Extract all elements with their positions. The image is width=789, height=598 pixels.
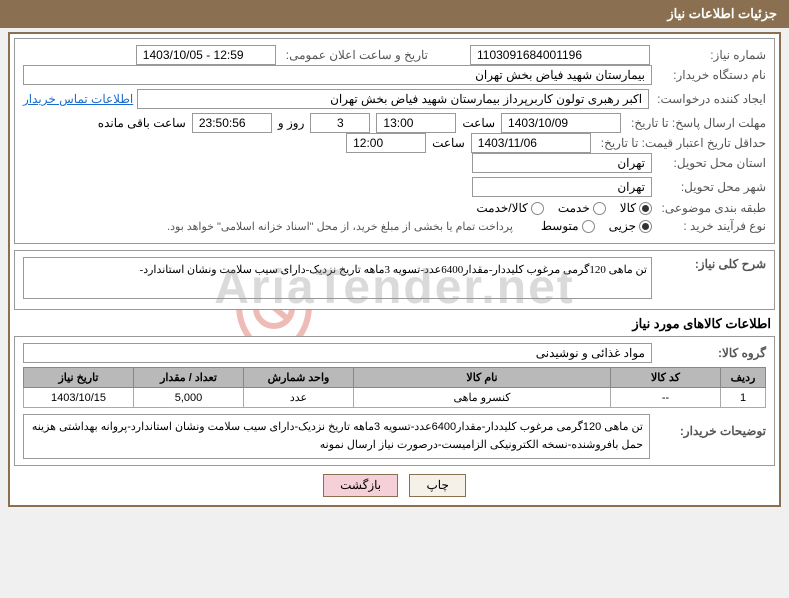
delivery-city-value: تهران <box>472 177 652 197</box>
row-need-number: شماره نیاز: 1103091684001196 تاریخ و ساع… <box>23 45 766 65</box>
items-box: گروه کالا: مواد غذائی و نوشیدنی ردیف کد … <box>14 336 775 466</box>
radio-icon <box>639 202 652 215</box>
items-section: اطلاعات کالاهای مورد نیاز گروه کالا: موا… <box>14 316 775 466</box>
response-time-value: 13:00 <box>376 113 456 133</box>
description-section: شرح کلی نیاز: <box>14 250 775 310</box>
response-date-value: 1403/10/09 <box>501 113 621 133</box>
row-buyer-note: توضیحات خریدار: تن ماهی 120گرمی مرغوب کل… <box>23 414 766 459</box>
category-label: طبقه بندی موضوعی: <box>656 201 766 215</box>
remaining-label: ساعت باقی مانده <box>98 116 186 130</box>
radio-partial-label: جزیی <box>609 219 636 233</box>
price-date-value: 1403/11/06 <box>471 133 591 153</box>
print-button[interactable]: چاپ <box>409 474 465 497</box>
announce-datetime-value: 1403/10/05 - 12:59 <box>136 45 276 65</box>
response-deadline-label: مهلت ارسال پاسخ: تا تاریخ: <box>627 116 766 130</box>
radio-goods-label: کالا <box>620 201 636 215</box>
col-code: کد کالا <box>611 368 721 388</box>
radio-goods-service-label: کالا/خدمت <box>476 201 527 215</box>
countdown-value: 23:50:56 <box>192 113 272 133</box>
need-number-value: 1103091684001196 <box>470 45 650 65</box>
radio-medium[interactable]: متوسط <box>541 219 595 233</box>
row-purchase-process: نوع فرآیند خرید : جزیی متوسط پرداخت تمام… <box>23 219 766 233</box>
delivery-province-value: تهران <box>472 153 652 173</box>
main-info-section: شماره نیاز: 1103091684001196 تاریخ و ساع… <box>14 38 775 244</box>
radio-icon <box>582 220 595 233</box>
cell-unit: عدد <box>244 388 354 408</box>
radio-icon <box>639 220 652 233</box>
table-row: 1 -- کنسرو ماهی عدد 5,000 1403/10/15 <box>24 388 766 408</box>
requester-label: ایجاد کننده درخواست: <box>653 92 766 106</box>
radio-service[interactable]: خدمت <box>558 201 606 215</box>
row-group: گروه کالا: مواد غذائی و نوشیدنی <box>23 343 766 363</box>
delivery-city-label: شهر محل تحویل: <box>656 180 766 194</box>
delivery-province-label: استان محل تحویل: <box>656 156 766 170</box>
radio-partial[interactable]: جزیی <box>609 219 652 233</box>
col-unit: واحد شمارش <box>244 368 354 388</box>
announce-datetime-label: تاریخ و ساعت اعلان عمومی: <box>282 48 428 62</box>
buyer-note-label: توضیحات خریدار: <box>656 414 766 438</box>
radio-goods-service[interactable]: کالا/خدمت <box>476 201 543 215</box>
radio-service-label: خدمت <box>558 201 590 215</box>
group-label: گروه کالا: <box>656 346 766 360</box>
cell-qty: 5,000 <box>134 388 244 408</box>
buyer-org-value: بیمارستان شهید فیاض بخش تهران <box>23 65 652 85</box>
price-time-value: 12:00 <box>346 133 426 153</box>
time-label-1: ساعت <box>462 116 495 130</box>
items-table: ردیف کد کالا نام کالا واحد شمارش تعداد /… <box>23 367 766 408</box>
description-title-label: شرح کلی نیاز: <box>656 257 766 271</box>
description-text <box>23 257 652 299</box>
group-value: مواد غذائی و نوشیدنی <box>23 343 652 363</box>
col-row: ردیف <box>721 368 766 388</box>
col-name: نام کالا <box>354 368 611 388</box>
radio-icon <box>531 202 544 215</box>
time-label-2: ساعت <box>432 136 465 150</box>
row-description: شرح کلی نیاز: <box>23 257 766 299</box>
cell-date: 1403/10/15 <box>24 388 134 408</box>
category-radio-group: کالا خدمت کالا/خدمت <box>476 201 652 215</box>
col-qty: تعداد / مقدار <box>134 368 244 388</box>
radio-icon <box>593 202 606 215</box>
row-price-validity: حداقل تاریخ اعتبار قیمت: تا تاریخ: 1403/… <box>23 133 766 153</box>
buyer-note-text: تن ماهی 120گرمی مرغوب کلیددار-مقدار6400ع… <box>23 414 650 459</box>
radio-goods[interactable]: کالا <box>620 201 652 215</box>
col-date: تاریخ نیاز <box>24 368 134 388</box>
days-count-value: 3 <box>310 113 370 133</box>
items-table-wrap: ردیف کد کالا نام کالا واحد شمارش تعداد /… <box>23 367 766 408</box>
row-buyer-org: نام دستگاه خریدار: بیمارستان شهید فیاض ب… <box>23 65 766 85</box>
page-header: جزئیات اطلاعات نیاز <box>0 0 789 28</box>
items-header-row: ردیف کد کالا نام کالا واحد شمارش تعداد /… <box>24 368 766 388</box>
page-title: جزئیات اطلاعات نیاز <box>667 6 777 21</box>
price-deadline-label: حداقل تاریخ اعتبار قیمت: تا تاریخ: <box>597 136 766 150</box>
buyer-org-label: نام دستگاه خریدار: <box>656 68 766 82</box>
row-delivery-province: استان محل تحویل: تهران <box>23 153 766 173</box>
cell-code: -- <box>611 388 721 408</box>
items-section-title: اطلاعات کالاهای مورد نیاز <box>18 316 771 332</box>
buyer-contact-link[interactable]: اطلاعات تماس خریدار <box>23 92 133 106</box>
row-response-deadline: مهلت ارسال پاسخ: تا تاریخ: 1403/10/09 سا… <box>23 113 766 133</box>
days-and-label: روز و <box>278 116 305 130</box>
row-requester: ایجاد کننده درخواست: اکبر رهبری تولون کا… <box>23 89 766 109</box>
radio-medium-label: متوسط <box>541 219 579 233</box>
content-wrapper: شماره نیاز: 1103091684001196 تاریخ و ساع… <box>8 32 781 507</box>
purchase-note: پرداخت تمام یا بخشی از مبلغ خرید، از محل… <box>167 220 513 233</box>
back-button[interactable]: بازگشت <box>323 474 398 497</box>
purchase-process-label: نوع فرآیند خرید : <box>656 219 766 233</box>
purchase-radio-group: جزیی متوسط <box>541 219 652 233</box>
row-category: طبقه بندی موضوعی: کالا خدمت کالا/خدمت <box>23 201 766 215</box>
button-bar: چاپ بازگشت <box>14 474 775 497</box>
need-number-label: شماره نیاز: <box>656 48 766 62</box>
cell-row: 1 <box>721 388 766 408</box>
row-delivery-city: شهر محل تحویل: تهران <box>23 177 766 197</box>
cell-name: کنسرو ماهی <box>354 388 611 408</box>
requester-value: اکبر رهبری تولون کاربرپرداز بیمارستان شه… <box>137 89 649 109</box>
